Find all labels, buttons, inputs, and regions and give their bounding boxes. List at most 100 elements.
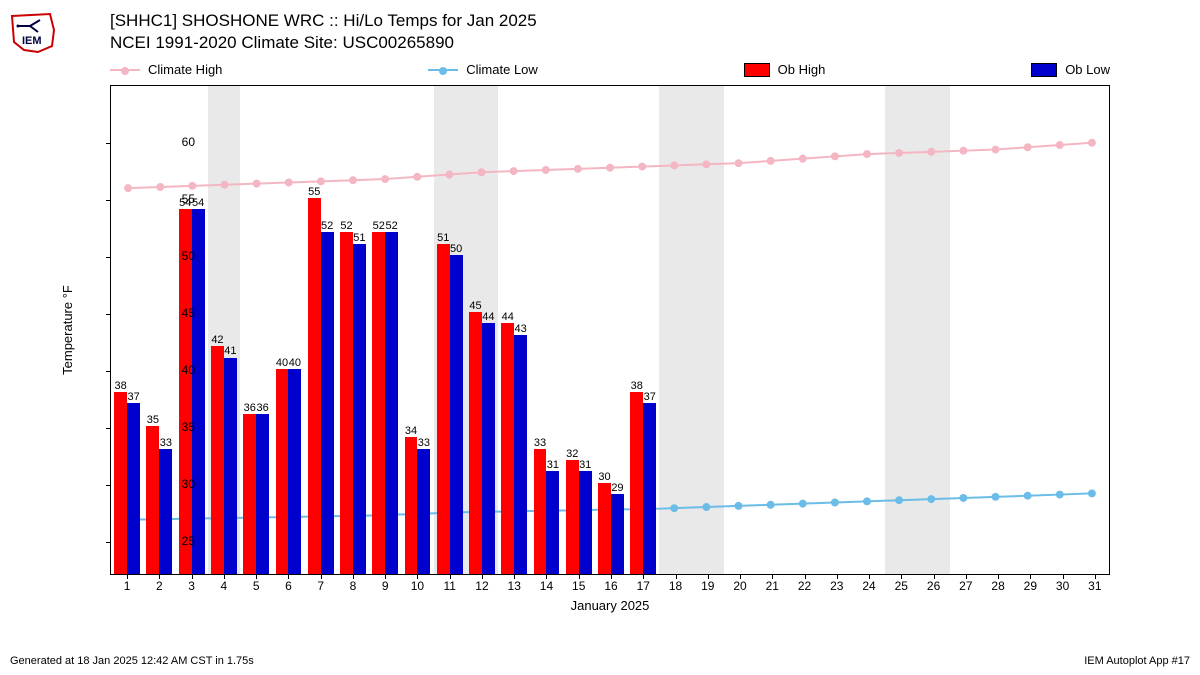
x-tick-label: 20 (733, 579, 746, 593)
climate-high-marker (992, 146, 1000, 154)
climate-high-marker (1088, 139, 1096, 147)
x-tick-label: 1 (124, 579, 131, 593)
ob-low-bar (450, 255, 463, 574)
climate-high-marker (285, 178, 293, 186)
ob-low-bar (611, 494, 624, 574)
climate-high-marker (253, 180, 261, 188)
y-tick-label: 45 (182, 306, 195, 320)
y-tick-label: 30 (182, 477, 195, 491)
ob-high-bar (566, 460, 579, 574)
plot-area: January 2025 123456789101112131415161718… (110, 85, 1110, 575)
ob-high-bar (372, 232, 385, 574)
x-tick-label: 23 (830, 579, 843, 593)
climate-low-marker (959, 494, 967, 502)
ob-low-label: 29 (611, 482, 623, 494)
ob-low-label: 51 (353, 232, 365, 244)
climate-high-marker (574, 165, 582, 173)
ob-low-bar (417, 449, 430, 574)
climate-high-marker (1056, 141, 1064, 149)
ob-high-bar (630, 392, 643, 574)
ob-high-bar (243, 414, 256, 574)
legend-climate-low: Climate Low (428, 62, 538, 77)
legend-label: Ob High (778, 62, 826, 77)
climate-low-marker (863, 497, 871, 505)
ob-low-label: 37 (127, 391, 139, 403)
x-tick-label: 26 (927, 579, 940, 593)
y-tick (106, 257, 111, 258)
legend-marker-climate-low (428, 69, 458, 71)
ob-low-bar (127, 403, 140, 574)
x-tick-label: 30 (1056, 579, 1069, 593)
climate-low-marker (799, 500, 807, 508)
ob-low-label: 31 (579, 459, 591, 471)
climate-high-marker (542, 166, 550, 174)
legend: Climate High Climate Low Ob High Ob Low (110, 62, 1110, 77)
ob-high-bar (211, 346, 224, 574)
climate-high-marker (606, 164, 614, 172)
ob-high-label: 34 (405, 425, 417, 437)
x-tick-label: 16 (604, 579, 617, 593)
ob-high-bar (405, 437, 418, 574)
ob-high-label: 44 (502, 311, 514, 323)
ob-low-label: 31 (547, 459, 559, 471)
x-tick-label: 7 (317, 579, 324, 593)
ob-low-label: 37 (644, 391, 656, 403)
x-tick-label: 19 (701, 579, 714, 593)
title-line-1: [SHHC1] SHOSHONE WRC :: Hi/Lo Temps for … (110, 10, 537, 32)
ob-low-bar (256, 414, 269, 574)
x-tick-label: 14 (540, 579, 553, 593)
x-tick-label: 24 (862, 579, 875, 593)
climate-low-marker (1056, 491, 1064, 499)
x-tick-label: 12 (475, 579, 488, 593)
ob-low-bar (224, 358, 237, 575)
ob-high-label: 30 (598, 471, 610, 483)
x-tick-label: 21 (766, 579, 779, 593)
climate-high-marker (317, 177, 325, 185)
chart-title: [SHHC1] SHOSHONE WRC :: Hi/Lo Temps for … (110, 10, 537, 54)
legend-ob-low: Ob Low (1031, 62, 1110, 77)
climate-low-marker (992, 493, 1000, 501)
weekend-shade (659, 86, 724, 574)
ob-low-bar (385, 232, 398, 574)
ob-low-label: 33 (160, 437, 172, 449)
ob-low-label: 33 (418, 437, 430, 449)
x-tick-label: 15 (572, 579, 585, 593)
climate-high-marker (349, 176, 357, 184)
y-tick (106, 143, 111, 144)
footer-app: IEM Autoplot App #17 (1084, 655, 1190, 667)
y-tick (106, 200, 111, 201)
ob-high-bar (598, 483, 611, 574)
ob-high-bar (437, 244, 450, 574)
ob-low-label: 40 (289, 357, 301, 369)
x-tick-label: 25 (895, 579, 908, 593)
ob-high-label: 33 (534, 437, 546, 449)
ob-low-bar (353, 244, 366, 574)
x-tick-label: 2 (156, 579, 163, 593)
climate-high-marker (638, 163, 646, 171)
title-line-2: NCEI 1991-2020 Climate Site: USC00265890 (110, 32, 537, 54)
x-tick-label: 9 (382, 579, 389, 593)
y-axis-label: Temperature °F (60, 285, 75, 375)
climate-high-marker (156, 183, 164, 191)
climate-low-marker (831, 499, 839, 507)
legend-climate-high: Climate High (110, 62, 222, 77)
y-tick-label: 60 (182, 135, 195, 149)
ob-low-bar (514, 335, 527, 574)
climate-low-marker (1024, 492, 1032, 500)
ob-low-label: 52 (386, 220, 398, 232)
y-tick-label: 40 (182, 363, 195, 377)
ob-high-label: 55 (308, 186, 320, 198)
weekend-shade (885, 86, 950, 574)
x-tick-label: 27 (959, 579, 972, 593)
climate-high-marker (767, 157, 775, 165)
y-tick (106, 314, 111, 315)
climate-high-marker (1024, 143, 1032, 151)
footer-generated: Generated at 18 Jan 2025 12:42 AM CST in… (10, 655, 254, 667)
ob-high-bar (469, 312, 482, 574)
legend-marker-ob-low (1031, 63, 1057, 77)
legend-label: Ob Low (1065, 62, 1110, 77)
x-tick-label: 5 (253, 579, 260, 593)
ob-high-bar (146, 426, 159, 574)
ob-low-bar (482, 323, 495, 574)
ob-low-label: 43 (515, 323, 527, 335)
